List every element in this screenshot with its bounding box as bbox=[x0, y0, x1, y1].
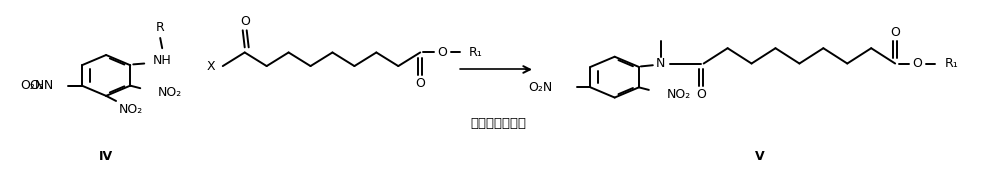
Text: O: O bbox=[912, 57, 922, 70]
Text: O: O bbox=[415, 77, 425, 90]
Text: O: O bbox=[696, 88, 706, 101]
Text: V: V bbox=[754, 150, 764, 163]
Text: N: N bbox=[656, 57, 665, 70]
Text: IV: IV bbox=[99, 150, 113, 163]
Text: O: O bbox=[437, 46, 447, 59]
Text: O₂N: O₂N bbox=[528, 81, 553, 94]
Text: O₂N: O₂N bbox=[30, 79, 54, 92]
Text: NO₂: NO₂ bbox=[119, 103, 143, 116]
Text: NH: NH bbox=[153, 54, 172, 67]
Text: R: R bbox=[156, 21, 165, 34]
Text: O₂N: O₂N bbox=[20, 79, 44, 92]
Text: O: O bbox=[890, 26, 900, 39]
Text: O: O bbox=[240, 15, 250, 28]
Text: R₁: R₁ bbox=[469, 46, 483, 59]
Text: 有机溶剂，加碱: 有机溶剂，加碱 bbox=[470, 117, 526, 130]
Text: X: X bbox=[206, 60, 215, 72]
Text: NO₂: NO₂ bbox=[667, 88, 691, 101]
Text: R₁: R₁ bbox=[945, 57, 959, 70]
Text: NO₂: NO₂ bbox=[158, 86, 182, 99]
